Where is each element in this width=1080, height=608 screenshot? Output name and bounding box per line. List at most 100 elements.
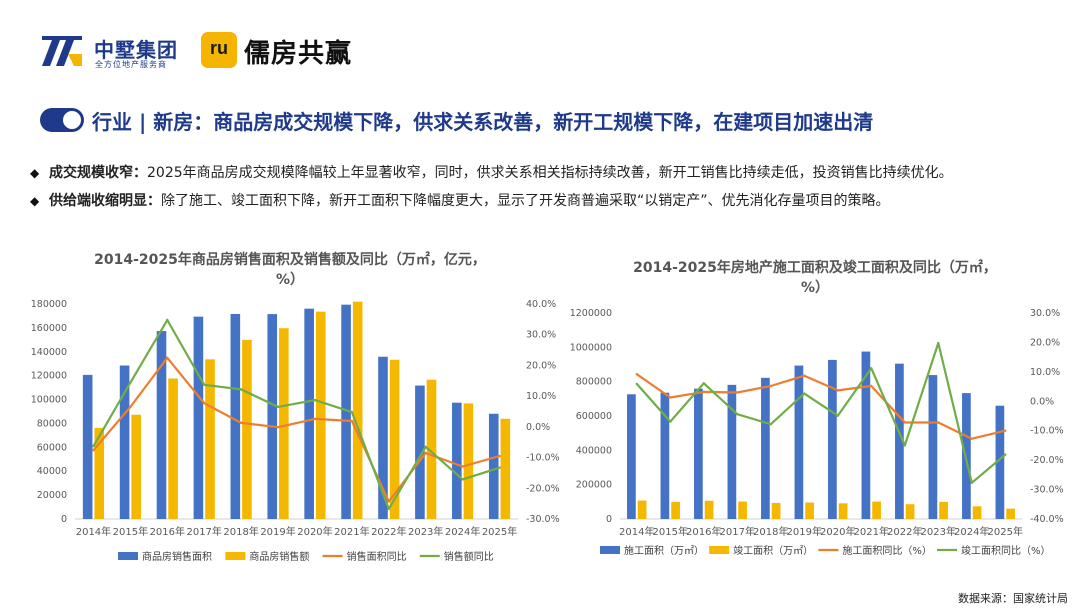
bar-primary bbox=[627, 394, 636, 519]
chart2-construction: 0 200000 400000 600000 800000 1000000 1200000 -… bbox=[570, 308, 1064, 557]
bar-secondary bbox=[771, 502, 781, 519]
x-tick-label: 2017年 bbox=[186, 525, 221, 538]
x-tick-label: 2020年 bbox=[820, 525, 855, 538]
line-point bbox=[498, 454, 501, 458]
line-point bbox=[1004, 429, 1007, 432]
bar-secondary bbox=[738, 501, 747, 519]
y2-tick-label: -10.0% bbox=[1030, 426, 1064, 437]
line-point bbox=[129, 405, 132, 409]
bar-primary bbox=[761, 377, 770, 519]
bar-primary bbox=[156, 331, 167, 519]
legend-swatch bbox=[600, 546, 620, 554]
line-point bbox=[166, 356, 169, 359]
bar-secondary bbox=[352, 301, 363, 519]
bar-secondary bbox=[426, 379, 437, 519]
line-point bbox=[836, 389, 839, 392]
line-point bbox=[736, 391, 739, 394]
y-tick-label: 800000 bbox=[576, 377, 612, 388]
y-tick-label: 140000 bbox=[31, 347, 67, 358]
line-point bbox=[870, 384, 873, 388]
chart1-title-line1: 2014-2025年商品房销售面积及销售额及同比（万㎡，亿元， bbox=[94, 252, 486, 268]
bar-primary bbox=[861, 351, 871, 519]
bar-secondary bbox=[242, 339, 252, 519]
y2-tick-label: 20.0% bbox=[526, 360, 556, 371]
x-tick-label: 2018年 bbox=[223, 525, 258, 538]
x-tick-label: 2014年 bbox=[619, 525, 654, 538]
line-point bbox=[669, 420, 672, 423]
line-point bbox=[203, 402, 206, 405]
line-point bbox=[166, 318, 169, 322]
title-toggle-icon bbox=[40, 108, 84, 132]
line-point bbox=[702, 382, 705, 385]
y-tick-label: 100000 bbox=[31, 395, 67, 406]
legend-label: 商品房销售额 bbox=[249, 550, 309, 563]
bullet-item: ◆ 供给端收缩明显：除了施工、竣工面积下降，新开工面积下降幅度更大，显示了开发商普… bbox=[30, 190, 890, 210]
line-point bbox=[803, 392, 806, 395]
y2-tick-label: -10.0% bbox=[526, 453, 560, 464]
line-point bbox=[350, 419, 354, 423]
line-point bbox=[92, 449, 95, 452]
bar-primary bbox=[304, 308, 314, 519]
line-point bbox=[461, 465, 464, 468]
y2-tick-label: 20.0% bbox=[1030, 337, 1060, 348]
x-tick-label: 2024年 bbox=[954, 525, 989, 538]
x-tick-label: 2025年 bbox=[988, 525, 1023, 538]
bar-secondary bbox=[205, 359, 215, 519]
x-tick-label: 2021年 bbox=[334, 525, 369, 538]
legend-swatch bbox=[118, 552, 138, 560]
line-point bbox=[903, 421, 906, 424]
x-tick-label: 2018年 bbox=[753, 525, 788, 538]
legend-swatch bbox=[709, 546, 730, 554]
bar-primary bbox=[794, 365, 804, 519]
line-point bbox=[870, 367, 873, 370]
line-point bbox=[769, 423, 772, 426]
x-tick-label: 2023年 bbox=[408, 525, 443, 538]
line-point bbox=[736, 413, 739, 416]
y-tick-label: 40000 bbox=[37, 466, 67, 477]
bar-primary bbox=[727, 384, 737, 519]
bar-secondary bbox=[704, 500, 714, 519]
y2-tick-label: -40.0% bbox=[1030, 514, 1064, 525]
bar-secondary bbox=[939, 501, 948, 519]
line-point bbox=[387, 507, 390, 511]
y-tick-label: 20000 bbox=[37, 490, 67, 501]
bullet-heading: 供给端收缩明显： bbox=[49, 193, 161, 209]
bar-secondary bbox=[838, 503, 848, 519]
bullet-heading: 成交规模收窄： bbox=[49, 165, 147, 181]
bar-secondary bbox=[315, 311, 326, 519]
zhongshu-brand-name: 中墅集团 bbox=[94, 38, 178, 62]
line-point bbox=[313, 398, 317, 402]
x-tick-label: 2015年 bbox=[113, 525, 148, 538]
line-series-1 bbox=[636, 373, 1006, 440]
line-point bbox=[803, 374, 806, 377]
y2-tick-label: -30.0% bbox=[526, 514, 560, 525]
bar-secondary bbox=[500, 418, 511, 519]
y2-tick-label: -20.0% bbox=[526, 483, 560, 494]
bullet-text: 除了施工、竣工面积下降，新开工面积下降幅度更大，显示了开发商普遍采取“以销定产”… bbox=[161, 193, 890, 209]
brand-header: 中墅集团 全方位地产服务商 ru 儒房共赢 bbox=[38, 30, 368, 74]
bar-secondary bbox=[671, 501, 680, 519]
bar-secondary bbox=[168, 378, 178, 519]
bar-primary bbox=[230, 313, 241, 519]
y-tick-label: 400000 bbox=[576, 445, 612, 456]
chart1-sales: 0 20000 40000 60000 80000 100000 120000 140000 1… bbox=[31, 299, 560, 563]
y-tick-label: 600000 bbox=[576, 411, 612, 422]
line-point bbox=[239, 421, 243, 425]
x-tick-label: 2014年 bbox=[76, 525, 111, 538]
y2-tick-label: -30.0% bbox=[1030, 485, 1064, 496]
y2-tick-label: 10.0% bbox=[1030, 367, 1060, 378]
bar-primary bbox=[378, 356, 388, 519]
diamond-bullet-icon: ◆ bbox=[30, 166, 40, 180]
page-title: 行业 | 新房：商品房成交规模下降，供求关系改善，新开工规模下降，在建项目加速出… bbox=[92, 110, 874, 134]
line-series-1 bbox=[92, 356, 500, 503]
x-tick-label: 2021年 bbox=[854, 525, 889, 538]
x-tick-label: 2023年 bbox=[921, 525, 956, 538]
line-point bbox=[903, 444, 906, 447]
y-tick-label: 160000 bbox=[31, 323, 67, 334]
y2-tick-label: 0.0% bbox=[1030, 396, 1054, 407]
y-tick-label: 1000000 bbox=[570, 342, 612, 353]
line-point bbox=[276, 425, 280, 429]
y-tick-label: 60000 bbox=[37, 442, 67, 453]
line-point bbox=[313, 417, 317, 421]
y-tick-label: 80000 bbox=[37, 418, 67, 429]
